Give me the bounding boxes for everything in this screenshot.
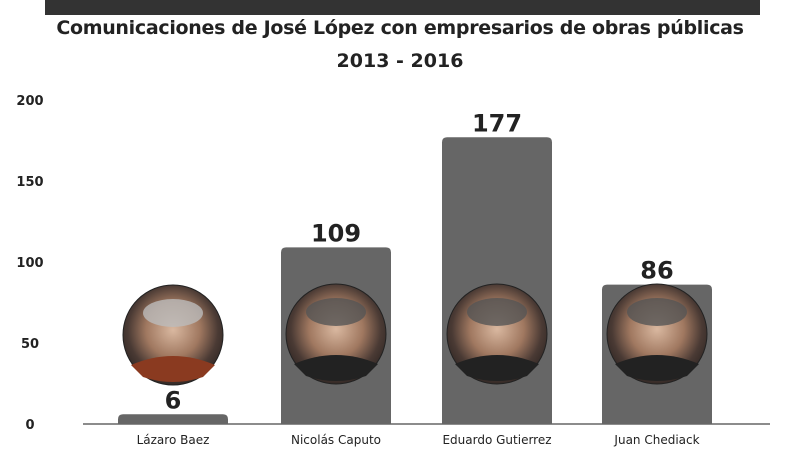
bar [118,414,228,424]
hair-icon [467,298,527,326]
header-bar [45,0,760,15]
y-tick-label: 150 [16,175,43,190]
suit-icon [455,355,539,381]
x-tick-label: Juan Chediack [613,433,699,447]
suit-icon [294,355,378,381]
hair-icon [143,299,203,327]
suit-icon [131,356,215,382]
chart-title: Comunicaciones de José López con empresa… [56,17,744,39]
y-tick-label: 0 [25,418,34,433]
x-tick-label: Eduardo Gutierrez [442,433,551,447]
hair-icon [306,298,366,326]
x-tick-label: Nicolás Caputo [291,433,381,447]
data-label: 177 [472,109,522,137]
data-label: 6 [165,386,182,414]
y-tick-label: 200 [16,94,43,109]
y-tick-label: 100 [16,256,43,271]
y-tick-label: 50 [21,337,39,352]
suit-icon [615,355,699,381]
x-tick-label: Lázaro Baez [137,433,210,447]
chart-subtitle: 2013 - 2016 [336,50,464,72]
data-label: 86 [640,257,673,285]
data-label: 109 [311,219,361,247]
hair-icon [627,298,687,326]
